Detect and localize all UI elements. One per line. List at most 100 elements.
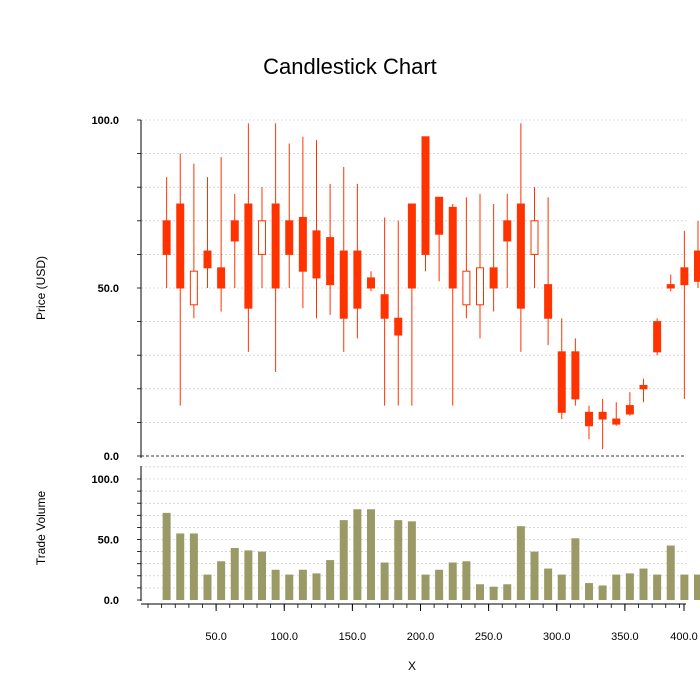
candle — [271, 123, 280, 372]
candle-body-down — [448, 206, 457, 289]
candle-body-down — [653, 321, 662, 353]
volume-bar — [244, 550, 253, 600]
x-tick-label: 100.0 — [270, 631, 298, 643]
volume-bar — [557, 574, 566, 600]
candle — [516, 123, 525, 352]
x-ticks: 50.0 100.0 150.0 200.0 250.0 300.0 350.0 400.0 — [147, 604, 698, 643]
candle-body-down — [625, 405, 634, 415]
candle-body-down — [694, 250, 700, 282]
volume-y-tick-label: 100.0 — [91, 474, 119, 486]
volume-bar — [380, 562, 389, 600]
candle-body-down — [217, 267, 226, 289]
volume-bar — [353, 509, 362, 600]
volume-bar — [530, 551, 539, 600]
volume-y-tick-label: 50.0 — [98, 535, 119, 547]
candle — [244, 123, 253, 352]
candle — [394, 220, 403, 406]
x-tick-label: 250.0 — [475, 631, 503, 643]
candle — [230, 193, 239, 288]
candle — [503, 193, 512, 288]
volume-bar — [448, 562, 457, 600]
volume-bar — [312, 573, 321, 600]
volume-bar — [217, 561, 226, 600]
candle-body-down — [571, 351, 580, 400]
x-tick-label: 50.0 — [205, 631, 226, 643]
candle-body-down — [176, 203, 185, 289]
volume-bar — [258, 551, 266, 600]
candles — [162, 123, 700, 450]
price-y-tick-label: 50.0 — [98, 283, 119, 295]
candle-body-up — [189, 270, 198, 306]
volume-bar — [435, 569, 444, 600]
volume-bar — [367, 509, 375, 600]
candle-body-down — [680, 267, 689, 286]
candle — [353, 183, 362, 339]
candle — [217, 156, 226, 312]
candle — [203, 177, 212, 288]
candle-body-down — [544, 284, 553, 319]
candle — [258, 187, 266, 288]
volume-bar — [639, 568, 648, 600]
candle — [407, 203, 416, 406]
candle-body-down — [298, 216, 307, 272]
candle — [367, 271, 375, 292]
candle-body-down — [503, 220, 512, 242]
chart-title: Candlestick Chart — [263, 54, 437, 79]
candle-body-up — [258, 220, 266, 255]
candle-body-down — [244, 203, 253, 309]
candle-body-down — [639, 384, 648, 390]
volume-bar — [625, 573, 634, 600]
candle — [421, 136, 430, 272]
candle — [639, 378, 648, 403]
volume-bar — [339, 520, 348, 600]
volume-bar — [585, 583, 593, 600]
volume-bar — [503, 584, 512, 600]
volume-y-ticks: 0.0 50.0 100.0 — [91, 474, 141, 607]
volume-bar — [489, 586, 498, 600]
candle-body-up — [530, 220, 539, 255]
candle — [557, 318, 566, 420]
candle-body-down — [162, 220, 171, 255]
candle-body-down — [339, 250, 348, 319]
candle-body-down — [380, 294, 389, 319]
volume-bar — [680, 574, 689, 600]
volume-bar — [476, 584, 484, 600]
candle-body-down — [612, 418, 621, 425]
volume-bar — [666, 545, 675, 600]
candle — [312, 140, 321, 319]
candle — [162, 177, 171, 288]
volume-y-tick-label: 0.0 — [104, 595, 119, 607]
price-y-tick-label: 100.0 — [91, 115, 119, 127]
volume-bar — [694, 574, 700, 600]
candle-body-down — [367, 277, 375, 289]
candle — [585, 405, 593, 440]
candle-body-down — [585, 411, 593, 427]
candle-body-down — [557, 351, 566, 413]
volume-bar — [544, 568, 553, 600]
candle — [571, 338, 580, 406]
candle — [680, 230, 689, 399]
candle — [285, 143, 294, 288]
volume-bar — [298, 569, 307, 600]
candle — [176, 153, 185, 406]
volume-bar — [162, 512, 171, 600]
volume-bar — [462, 561, 471, 600]
candle — [694, 220, 700, 288]
volume-bar — [612, 574, 621, 600]
volume-bar — [571, 538, 580, 600]
candle — [339, 167, 348, 352]
candle-body-down — [407, 203, 416, 289]
candle — [435, 196, 444, 282]
x-axis-label: X — [408, 659, 416, 673]
volume-bar — [326, 560, 335, 600]
candle-body-down — [435, 196, 444, 235]
candle-body-down — [271, 203, 280, 289]
candle — [544, 197, 553, 346]
candle-body-down — [312, 230, 321, 279]
candle — [598, 398, 607, 450]
candle-body-down — [230, 220, 239, 242]
volume-bar — [176, 533, 185, 600]
volume-bar — [271, 569, 280, 600]
candle — [380, 217, 389, 406]
